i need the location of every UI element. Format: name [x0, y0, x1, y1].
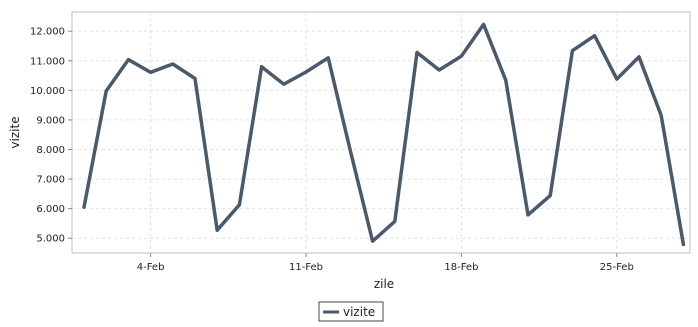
legend-box [318, 301, 384, 322]
y-tick-label: 8.000 [36, 145, 65, 156]
x-tick-label: 25-Feb [600, 262, 634, 273]
legend-label: vizite [343, 305, 375, 319]
x-tick-label: 4-Feb [137, 262, 165, 273]
grid-lines [72, 12, 690, 253]
series-layer [82, 22, 686, 247]
y-tick-label: 10.000 [30, 86, 65, 97]
y-axis-label: vizite [8, 116, 22, 148]
series-line-vizite [82, 22, 686, 247]
y-tick-label: 5.000 [36, 234, 65, 245]
y-tick-label: 9.000 [36, 115, 65, 126]
x-tick-label: 11-Feb [289, 262, 323, 273]
y-tick-label: 12.000 [30, 27, 65, 38]
y-tick-label: 7.000 [36, 175, 65, 186]
y-tick-label: 6.000 [36, 204, 65, 215]
plot-area [71, 11, 691, 254]
x-axis-label: zile [374, 277, 394, 291]
axes: 5.000 6.000 7.000 8.000 9.000 10.000 11.000 12.… [30, 27, 634, 273]
legend: vizite [318, 301, 384, 322]
x-tick-label: 18-Feb [444, 262, 478, 273]
y-tick-label: 11.000 [30, 56, 65, 67]
